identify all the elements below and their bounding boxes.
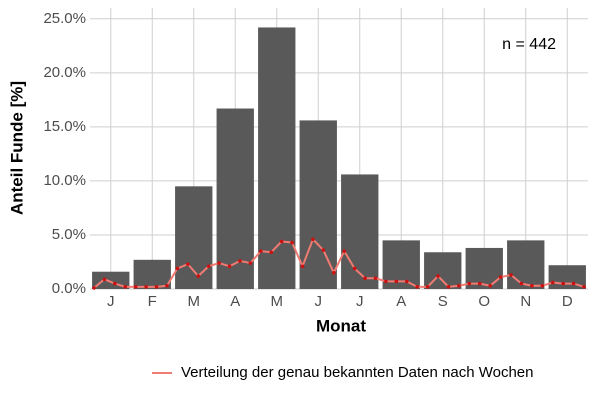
- weekly-point: [394, 279, 399, 284]
- bar: [299, 120, 337, 290]
- y-tick-label: 20.0%: [43, 64, 86, 81]
- weekly-point: [498, 275, 503, 279]
- weekly-point: [123, 285, 128, 289]
- weekly-point: [582, 285, 586, 289]
- weekly-point: [196, 274, 201, 278]
- x-tick-label: D: [562, 293, 573, 310]
- weekly-point: [457, 283, 461, 288]
- x-tick-label: A: [396, 293, 406, 310]
- weekly-point: [509, 273, 513, 277]
- weekly-point: [154, 285, 159, 289]
- weekly-point: [206, 264, 211, 269]
- weekly-point: [352, 266, 357, 271]
- weekly-point: [373, 276, 378, 280]
- x-tick-label: S: [438, 293, 448, 310]
- weekly-point: [290, 240, 294, 245]
- x-tick-label: N: [520, 293, 531, 310]
- weekly-point: [363, 276, 367, 280]
- weekly-point: [540, 283, 545, 288]
- weekly-point: [415, 285, 419, 289]
- weekly-point: [279, 239, 284, 244]
- weekly-point: [342, 249, 347, 253]
- x-tick-label: A: [230, 293, 240, 310]
- weekly-point: [238, 259, 242, 263]
- weekly-point: [384, 279, 388, 284]
- weekly-point: [446, 285, 451, 289]
- x-tick-label: O: [478, 293, 490, 310]
- weekly-point: [561, 281, 565, 286]
- weekly-point: [133, 285, 138, 289]
- weekly-point: [259, 249, 263, 253]
- weekly-point: [92, 286, 96, 290]
- weekly-point: [102, 277, 107, 282]
- weekly-point: [571, 281, 576, 286]
- weekly-point: [321, 248, 326, 252]
- weekly-point: [175, 266, 180, 271]
- weekly-point: [165, 283, 169, 288]
- bar: [507, 240, 545, 289]
- y-tick-label: 15.0%: [43, 118, 86, 135]
- x-tick-label: J: [315, 293, 323, 310]
- weekly-point: [331, 270, 336, 275]
- weekly-point: [227, 264, 232, 269]
- annotation: n = 442: [502, 36, 556, 53]
- weekly-point: [530, 283, 534, 288]
- weekly-point: [404, 279, 409, 284]
- x-axis-title: Monat: [316, 316, 366, 335]
- weekly-point: [144, 285, 148, 289]
- weekly-point: [186, 262, 190, 266]
- x-tick-label: M: [188, 293, 201, 310]
- weekly-point: [300, 264, 305, 269]
- weekly-point: [436, 274, 440, 278]
- weekly-point: [269, 250, 274, 255]
- y-tick-label: 10.0%: [43, 172, 86, 189]
- x-tick-label: M: [271, 293, 284, 310]
- y-tick-label: 5.0%: [52, 226, 86, 243]
- x-tick-label: F: [148, 293, 157, 310]
- bar: [341, 174, 379, 289]
- bar: [465, 247, 503, 289]
- weekly-point: [550, 280, 555, 285]
- weekly-point: [248, 261, 253, 265]
- bar: [175, 186, 213, 289]
- x-tick-label: J: [107, 293, 115, 310]
- weekly-point: [217, 261, 221, 265]
- weekly-point: [311, 237, 315, 242]
- weekly-point: [488, 283, 492, 288]
- bar: [258, 27, 296, 289]
- bar: [216, 108, 254, 289]
- weekly-point: [425, 285, 430, 289]
- weekly-point: [113, 281, 117, 286]
- y-tick-label: 0.0%: [52, 280, 86, 297]
- legend-label: Verteilung der genau bekannten Daten nac…: [181, 364, 534, 381]
- weekly-point: [467, 281, 472, 286]
- x-tick-label: J: [356, 293, 364, 310]
- y-axis-title: Anteil Funde [%]: [7, 81, 26, 215]
- y-tick-label: 25.0%: [43, 10, 86, 27]
- bar: [133, 259, 171, 289]
- weekly-point: [519, 281, 524, 286]
- weekly-point: [477, 281, 482, 286]
